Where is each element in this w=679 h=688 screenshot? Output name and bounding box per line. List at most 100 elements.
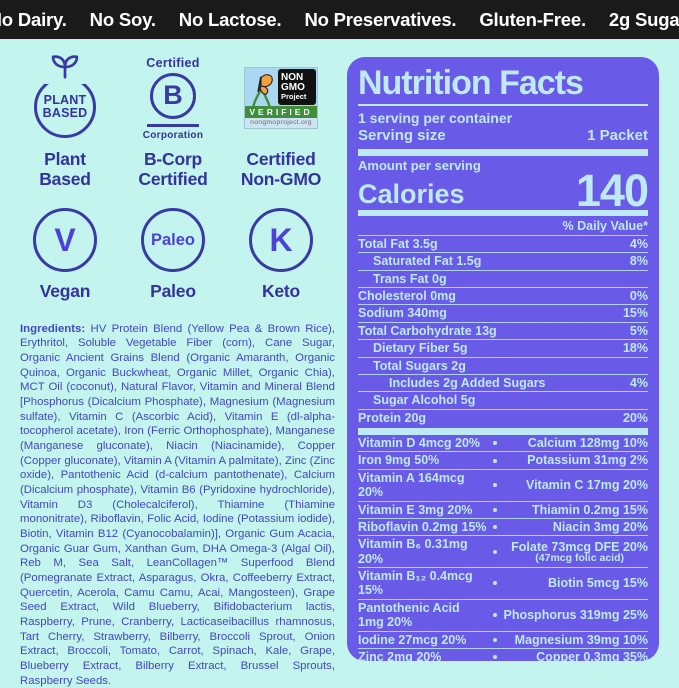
nutrient-daily-value: 15%	[622, 306, 648, 321]
nutrient-name: Total Fat 3.5g	[358, 236, 438, 251]
vitamin-left-value: Iron 9mg 50%	[358, 453, 440, 468]
nutrient-daily-value: 20%	[622, 410, 648, 425]
paleo-label: Paleo	[150, 281, 196, 302]
claim-text: 2g Sugar.	[608, 8, 679, 30]
vitamin-mineral-row: Vitamin A 164mcg 20% Vitamin C 17mg 20%	[358, 468, 648, 501]
vitamin-right-value: Potassium 31mg 2%	[527, 453, 648, 468]
ingredients-text: HV Protein Blend (Yellow Pea & Brown Ric…	[20, 322, 335, 687]
diet-badges-row: V Vegan Paleo Paleo K Keto	[0, 207, 346, 302]
b-corp-certified-text: Certified	[146, 55, 200, 70]
b-corp-label-2: Certified	[138, 168, 208, 189]
claim-text: No Dairy.	[0, 8, 67, 30]
divider-section	[358, 428, 648, 436]
ingredients-label: Ingredients:	[20, 322, 86, 335]
vitamin-mineral-row: Iodine 27mcg 20% Magnesium 39mg 10%	[358, 630, 648, 648]
claim-text: No Lactose.	[178, 8, 282, 30]
certification-badges-row: PLANT BASED Plant Based	[0, 55, 346, 189]
non-gmo-url-text: nongmoproject.org	[245, 118, 317, 128]
keto-label: Keto	[261, 281, 301, 302]
vitamin-right-value: Biotin 5mcg 15%	[547, 576, 648, 591]
vitamin-left-value: Pantothenic Acid 1mg 20%	[358, 600, 460, 630]
vitamin-left-value: Vitamin B₁₂ 0.4mcg 15%	[358, 569, 473, 598]
divider	[358, 104, 648, 107]
vitamin-right-value: Copper 0.3mg 35%	[536, 649, 648, 661]
non-gmo-label-2: Non-GMO	[240, 168, 322, 189]
b-corp-corporation-text: Corporation	[142, 129, 204, 141]
vitamin-left-value: Vitamin A 164mcg 20%	[358, 470, 465, 500]
b-corp-label-1: B-Corp	[143, 149, 203, 169]
non-gmo-label-1: Certified	[246, 149, 316, 169]
bullet-separator	[493, 483, 498, 488]
nutrient-row: Total Carbohydrate 13g 5%	[358, 321, 648, 339]
vitamin-mineral-row: Zinc 2mg 20% Copper 0.3mg 35%	[358, 647, 648, 661]
vitamin-right-value: Folate 73mcg DFE 20% (47mcg folic acid)	[503, 540, 648, 564]
plant-based-badge: PLANT BASED Plant Based	[12, 55, 118, 189]
plant-based-label-2: Based	[39, 168, 91, 189]
bullet-separator	[493, 458, 498, 463]
vitamin-mineral-row: Iron 9mg 50% Potassium 31mg 2%	[358, 451, 648, 468]
vitamin-left-value: Vitamin E 3mg 20%	[358, 502, 473, 517]
claims-bar: No Dairy. No Soy. No Lactose. No Preservati…	[0, 0, 679, 39]
nutrient-name: Trans Fat 0g	[373, 271, 447, 286]
nutrient-name: Cholesterol 0mg	[358, 289, 456, 304]
vitamin-right-value: Phosphorus 319mg 25%	[503, 607, 649, 622]
bullet-separator	[493, 549, 498, 554]
bullet-separator	[493, 637, 498, 642]
bullet-separator	[493, 655, 498, 660]
nutrient-row: Dietary Fiber 5g 18%	[358, 339, 648, 356]
non-gmo-logo-text-1: NON	[281, 71, 304, 83]
ingredients-paragraph: Ingredients: HV Protein Blend (Yellow Pe…	[20, 322, 335, 688]
vitamin-left-value: Zinc 2mg 20%	[358, 649, 442, 661]
vitamin-mineral-row: Vitamin E 3mg 20% Thiamin 0.2mg 15%	[358, 500, 648, 518]
macro-nutrient-table: Total Fat 3.5g 4% Saturated Fat 1.5g 8% Tran…	[358, 234, 648, 426]
b-corp-letter: B	[163, 80, 183, 110]
nutrient-daily-value: 0%	[629, 289, 648, 304]
vitamin-right-subvalue: (47mcg folic acid)	[535, 552, 624, 565]
bullet-separator	[493, 441, 498, 446]
serving-size-label: Serving size	[358, 127, 446, 145]
nutrient-name: Sugar Alcohol 5g	[373, 393, 476, 408]
nutrition-facts-title: Nutrition Facts	[358, 64, 584, 102]
micro-nutrient-table: Vitamin D 4mcg 20% Calcium 128mg 10% Iron …	[358, 435, 648, 661]
non-gmo-verified-text: VERIFIED	[245, 106, 317, 118]
nutrient-daily-value: 5%	[629, 323, 648, 338]
keto-letter: K	[269, 222, 293, 259]
non-gmo-badge: NON GMO Project VERIFIED nongmoproject.o…	[228, 55, 334, 189]
nutrient-daily-value: 8%	[629, 254, 648, 269]
serving-size-value: 1 Packet	[587, 127, 648, 145]
keto-icon: K	[249, 208, 313, 273]
bullet-separator	[493, 507, 498, 512]
calories-label: Calories	[358, 178, 465, 209]
bullet-separator	[493, 581, 498, 586]
nutrition-facts-panel: Nutrition Facts 1 serving per container …	[347, 57, 659, 661]
nutrient-daily-value: 4%	[629, 236, 648, 251]
vitamin-mineral-row: Riboflavin 0.2mg 15% Niacin 3mg 20%	[358, 517, 648, 535]
leaf-icon	[45, 55, 85, 84]
vitamin-mineral-row: Pantothenic Acid 1mg 20% Phosphorus 319mg…	[358, 598, 649, 631]
non-gmo-logo-text-2: GMO	[281, 81, 305, 93]
nutrient-row: Protein 20g 20%	[358, 408, 648, 426]
vegan-icon: V	[33, 208, 97, 273]
plant-based-label-1: Plant	[44, 149, 86, 169]
vegan-badge: V Vegan	[12, 207, 118, 302]
paleo-badge: Paleo Paleo	[120, 207, 226, 302]
bullet-separator	[493, 525, 498, 530]
vitamin-right-value: Calcium 128mg 10%	[527, 436, 648, 451]
vitamin-left-value: Iodine 27mcg 20%	[358, 632, 467, 647]
bullet-separator	[493, 613, 498, 618]
vegan-letter: V	[54, 222, 76, 259]
keto-badge: K Keto	[228, 207, 334, 302]
plant-circle-text-2: BASED	[42, 106, 88, 120]
left-panel: PLANT BASED Plant Based	[0, 39, 346, 687]
nutrient-name: Total Sugars 2g	[373, 358, 466, 373]
vitamin-right-value: Niacin 3mg 20%	[552, 519, 648, 534]
claim-text: Gluten-Free.	[479, 8, 586, 30]
b-corp-badge: Certified B Corporation B-Corp Certified	[120, 55, 226, 189]
vitamin-mineral-row: Vitamin B₆ 0.31mg 20% Folate 73mcg DFE 20…	[358, 535, 648, 567]
nutrient-row: Sugar Alcohol 5g	[358, 391, 648, 408]
nutrient-name: Saturated Fat 1.5g	[373, 254, 482, 269]
daily-value-header: % Daily Value*	[562, 218, 648, 233]
paleo-icon: Paleo	[141, 208, 205, 273]
nutrient-name: Includes 2g Added Sugars	[389, 375, 546, 390]
nutrient-row: Total Fat 3.5g 4%	[358, 234, 648, 252]
